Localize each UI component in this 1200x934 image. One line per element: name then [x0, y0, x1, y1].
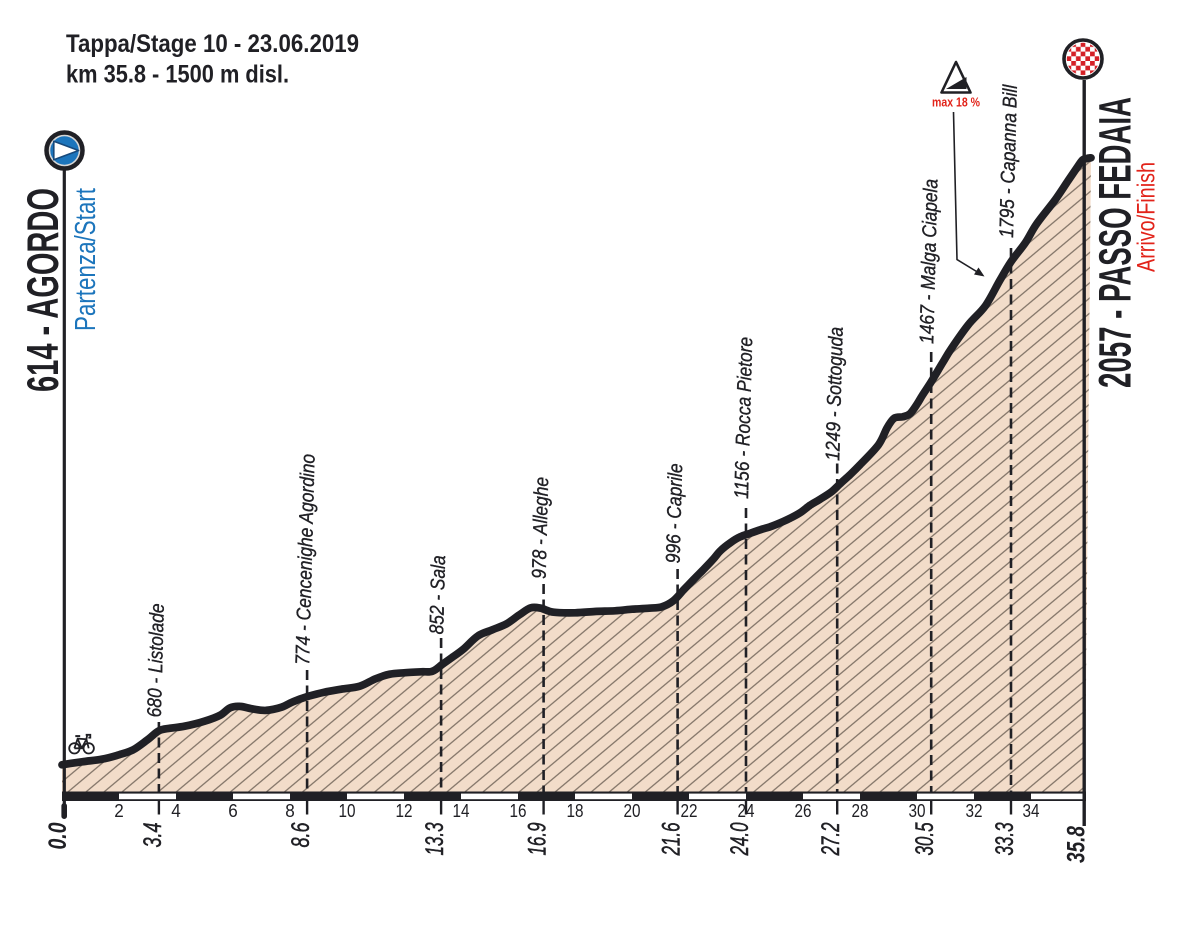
svg-text:8.6: 8.6	[287, 822, 315, 847]
svg-text:max 18 %: max 18 %	[932, 95, 981, 110]
svg-text:22: 22	[681, 801, 698, 821]
svg-text:20: 20	[624, 801, 641, 821]
svg-text:3.4: 3.4	[139, 823, 167, 848]
svg-text:27.2: 27.2	[817, 822, 845, 856]
svg-text:10: 10	[339, 801, 356, 821]
svg-text:614 - AGORDO: 614 - AGORDO	[19, 188, 68, 392]
svg-text:852 - Sala: 852 - Sala	[426, 555, 450, 635]
svg-text:680 - Listolade: 680 - Listolade	[144, 603, 169, 718]
svg-text:33.3: 33.3	[991, 822, 1019, 855]
svg-text:6: 6	[228, 801, 238, 821]
svg-text:Arrivo/Finish: Arrivo/Finish	[1133, 162, 1161, 272]
svg-text:16: 16	[510, 801, 527, 821]
svg-text:2: 2	[114, 801, 124, 821]
svg-text:Tappa/Stage 10 - 23.06.2019: Tappa/Stage 10 - 23.06.2019	[66, 30, 359, 58]
svg-text:34: 34	[1023, 801, 1040, 821]
svg-text:16.9: 16.9	[524, 822, 552, 855]
svg-text:0.0: 0.0	[44, 822, 72, 849]
svg-text:996 - Caprile: 996 - Caprile	[663, 463, 688, 564]
svg-text:2057 - PASSO FEDAIA: 2057 - PASSO FEDAIA	[1090, 97, 1141, 388]
svg-text:30.5: 30.5	[911, 822, 939, 855]
svg-text:1156 - Rocca Pietore: 1156 - Rocca Pietore	[731, 337, 757, 500]
svg-text:978 - Alleghe: 978 - Alleghe	[529, 477, 554, 580]
svg-text:18: 18	[567, 801, 584, 821]
svg-text:1795 - Capanna Bill: 1795 - Capanna Bill	[996, 84, 1022, 238]
svg-text:14: 14	[453, 801, 470, 821]
svg-text:26: 26	[795, 801, 812, 821]
svg-text:28: 28	[852, 801, 869, 821]
svg-text:4: 4	[171, 801, 181, 821]
svg-text:8: 8	[285, 801, 295, 821]
svg-text:12: 12	[396, 801, 413, 821]
svg-text:24.0: 24.0	[726, 822, 754, 856]
svg-text:Partenza/Start: Partenza/Start	[70, 188, 102, 331]
svg-text:30: 30	[909, 801, 926, 821]
svg-text:35.8: 35.8	[1062, 826, 1090, 863]
svg-text:21.6: 21.6	[658, 822, 686, 856]
svg-text:774 - Cencenighe Agordino: 774 - Cencenighe Agordino	[292, 454, 320, 666]
svg-text:1249 - Sottoguda: 1249 - Sottoguda	[822, 327, 848, 462]
svg-text:1467 - Malga Ciapela: 1467 - Malga Ciapela	[916, 179, 942, 345]
svg-text:13.3: 13.3	[421, 822, 449, 855]
svg-text:km 35.8 - 1500 m disl.: km 35.8 - 1500 m disl.	[66, 61, 289, 89]
svg-text:32: 32	[966, 801, 983, 821]
